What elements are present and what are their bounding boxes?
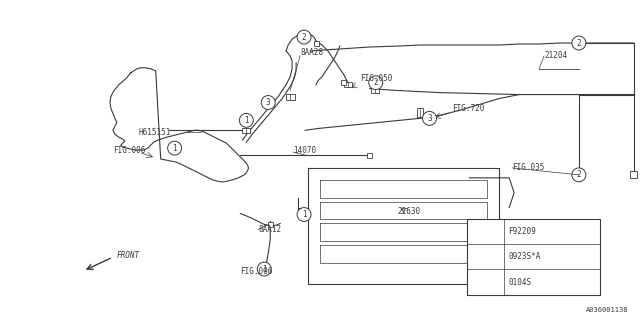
Text: 1: 1: [301, 210, 307, 219]
Circle shape: [572, 168, 586, 182]
Bar: [344, 82, 352, 87]
Text: 2: 2: [577, 38, 581, 48]
Text: 8AA12: 8AA12: [259, 225, 282, 234]
Text: 14070: 14070: [293, 146, 316, 155]
Circle shape: [479, 276, 492, 288]
Text: 0923S*A: 0923S*A: [508, 252, 540, 261]
Text: 3: 3: [266, 98, 271, 107]
Bar: [268, 222, 273, 227]
Circle shape: [297, 208, 311, 221]
Text: FIG.720: FIG.720: [452, 104, 484, 113]
Text: F92209: F92209: [508, 227, 536, 236]
Text: FIG.050: FIG.050: [360, 74, 392, 83]
Circle shape: [479, 251, 492, 263]
Bar: [467, 219, 600, 295]
Text: 2: 2: [301, 33, 307, 42]
Text: FIG.006: FIG.006: [241, 267, 273, 276]
Bar: [314, 41, 319, 45]
Bar: [243, 128, 250, 133]
Circle shape: [479, 225, 492, 237]
Circle shape: [257, 262, 271, 276]
Text: 3: 3: [428, 114, 432, 123]
Circle shape: [572, 36, 586, 50]
Text: FRONT: FRONT: [117, 251, 140, 260]
Text: FIG.035: FIG.035: [512, 164, 545, 172]
Circle shape: [297, 30, 311, 44]
Text: 1: 1: [172, 144, 177, 153]
Text: 2: 2: [577, 170, 581, 180]
Text: 2: 2: [483, 254, 488, 260]
Bar: [417, 108, 422, 117]
Circle shape: [422, 111, 436, 125]
Circle shape: [369, 76, 383, 90]
Text: 1: 1: [483, 228, 488, 234]
Bar: [367, 153, 372, 157]
Text: H615151: H615151: [139, 128, 171, 137]
Text: FIG.006: FIG.006: [113, 146, 145, 155]
Text: A036001138: A036001138: [586, 307, 628, 313]
Text: 21204: 21204: [544, 52, 567, 60]
Circle shape: [261, 96, 275, 109]
Text: 1: 1: [244, 116, 248, 125]
Bar: [285, 93, 294, 100]
Circle shape: [239, 113, 253, 127]
Text: 22630: 22630: [397, 207, 420, 216]
Text: 3: 3: [483, 279, 488, 285]
Text: 8AA28: 8AA28: [300, 48, 323, 57]
Bar: [341, 80, 346, 85]
Bar: [630, 172, 637, 178]
Bar: [371, 88, 379, 93]
Circle shape: [168, 141, 182, 155]
Text: 1: 1: [262, 265, 266, 274]
Text: 0104S: 0104S: [508, 278, 531, 287]
Text: 2: 2: [374, 78, 378, 87]
